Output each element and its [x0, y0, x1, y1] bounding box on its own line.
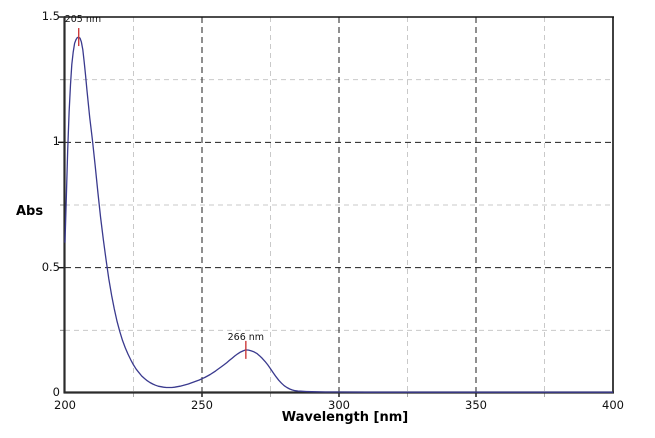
y-tick-label-0: 0 [52, 385, 60, 399]
x-tick-label-200: 200 [54, 398, 76, 412]
spectrum-curve [64, 36, 613, 393]
peak-annotation-266nm: 266 nm [227, 331, 265, 343]
x-tick-label-350: 350 [465, 398, 487, 412]
peak-annotation-205nm: 205 nm [64, 14, 102, 26]
x-axis-title: Wavelength [nm] [281, 410, 409, 425]
x-tick-label-400: 400 [602, 398, 624, 412]
y-tick-label-1.5: 1.5 [41, 9, 60, 23]
y-axis-title: Abs [16, 204, 44, 219]
x-tick-label-300: 300 [328, 398, 350, 412]
x-tick-label-250: 250 [191, 398, 213, 412]
y-tick-label-0.5: 0.5 [41, 259, 60, 274]
y-tick-label-1: 1 [52, 134, 60, 149]
